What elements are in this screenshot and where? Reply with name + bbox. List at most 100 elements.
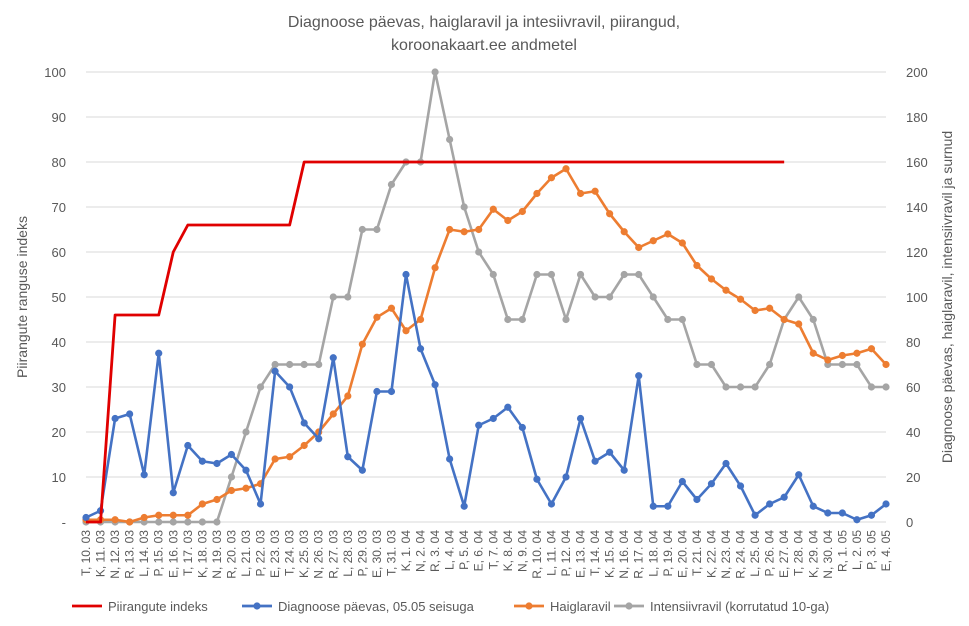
data-point [446, 225, 454, 234]
x-tick-label: N, 16. 04 [617, 530, 631, 579]
data-point [533, 189, 541, 198]
data-point [373, 225, 381, 234]
data-point [707, 480, 716, 488]
data-point [751, 383, 759, 391]
data-point [82, 513, 90, 522]
data-point [824, 509, 832, 517]
data-point [169, 489, 177, 497]
x-tick-label: R, 17. 04 [632, 530, 646, 579]
data-point [286, 383, 294, 391]
data-point [664, 315, 672, 324]
x-tick-label: T, 7. 04 [486, 530, 500, 570]
data-point [475, 421, 483, 429]
data-point [649, 293, 657, 301]
data-point [664, 502, 672, 510]
y-axis-left-ticks: - 10 20 30 40 50 60 70 80 90 100 [44, 65, 66, 530]
data-point [766, 500, 774, 508]
data-point [402, 270, 410, 279]
data-point [329, 410, 337, 418]
x-tick-label: E, 16. 03 [166, 530, 180, 578]
x-tick-label: L, 2. 05 [850, 530, 864, 570]
legend: Piirangute indeks Diagnoose päevas, 05.05… [72, 599, 829, 614]
data-point [155, 349, 163, 357]
data-point [373, 387, 381, 396]
x-tick-label: R, 13. 03 [123, 530, 137, 579]
data-point [576, 270, 585, 279]
y-right-tick-label: 80 [906, 335, 920, 350]
data-point [431, 381, 439, 389]
y-right-tick-label: 40 [906, 425, 920, 440]
x-tick-label: L, 14. 03 [137, 530, 151, 577]
x-tick-label: T, 31. 03 [384, 530, 398, 576]
data-point [882, 360, 890, 369]
x-tick-label: K, 11. 03 [94, 530, 108, 577]
data-point [518, 315, 526, 324]
data-point [475, 225, 483, 234]
y-right-tick-label: 180 [906, 110, 928, 125]
x-tick-label: N, 26. 03 [312, 530, 326, 579]
y-left-tick-label: 40 [52, 335, 66, 350]
data-point [213, 495, 221, 504]
data-point [533, 475, 541, 483]
x-tick-label: L, 18. 04 [646, 530, 660, 577]
data-point [518, 423, 526, 432]
data-point [489, 414, 497, 423]
data-point [184, 518, 192, 526]
data-point [678, 477, 686, 486]
data-point [358, 340, 366, 348]
data-point [373, 313, 381, 321]
legend-item: Intensiivravil (korrutatud 10-ga) [614, 599, 829, 614]
y-right-tick-label: 160 [906, 155, 928, 170]
data-point [882, 500, 890, 508]
data-point [416, 315, 425, 324]
y-left-tick-label: 80 [52, 155, 66, 170]
x-tick-label: R, 27. 03 [326, 530, 340, 579]
data-point [126, 410, 134, 418]
x-tick-label: N, 9. 04 [515, 530, 529, 572]
data-point [504, 315, 512, 324]
x-tick-label: R, 24. 04 [734, 530, 748, 579]
series-layer [82, 68, 890, 526]
data-point [475, 248, 483, 256]
data-point [460, 502, 468, 510]
series-0 [86, 160, 785, 524]
data-point [329, 293, 337, 301]
data-point [693, 495, 701, 504]
data-point [227, 473, 236, 481]
data-point [591, 187, 599, 195]
data-point [722, 286, 730, 294]
x-tick-label: K, 1. 04 [399, 530, 413, 572]
data-point [722, 459, 730, 468]
data-point [838, 360, 846, 369]
x-tick-label: T, 24. 03 [283, 530, 297, 576]
data-point [213, 459, 221, 468]
data-point [402, 327, 410, 335]
legend-item: Piirangute indeks [72, 599, 208, 614]
data-point [140, 513, 148, 522]
data-point [780, 493, 788, 501]
data-point [460, 203, 468, 211]
y-left-tick-label: 90 [52, 110, 66, 125]
y-axis-right-ticks: 0 20 40 60 80 100 120 140 160 180 200 [906, 65, 928, 530]
data-point [751, 511, 759, 519]
data-point [489, 270, 497, 279]
data-point [867, 345, 876, 353]
data-point [635, 270, 643, 279]
y-left-tick-label: 100 [44, 65, 66, 80]
data-point [576, 414, 585, 423]
data-point [242, 484, 250, 492]
y-right-tick-label: 140 [906, 200, 928, 215]
chart-title: Diagnoose päevas, haiglaravil ja intesii… [288, 14, 680, 54]
x-tick-label: L, 28. 03 [341, 530, 355, 577]
data-point [300, 360, 308, 369]
data-point [256, 500, 265, 508]
data-point [562, 165, 570, 173]
x-tick-label: R, 3. 04 [428, 530, 442, 572]
y-left-tick-label: 60 [52, 245, 66, 260]
x-tick-label: T, 28. 04 [792, 530, 806, 576]
data-point [242, 466, 250, 474]
data-point [795, 320, 803, 328]
data-point [649, 237, 657, 245]
data-point [489, 205, 497, 213]
data-point [169, 511, 177, 519]
